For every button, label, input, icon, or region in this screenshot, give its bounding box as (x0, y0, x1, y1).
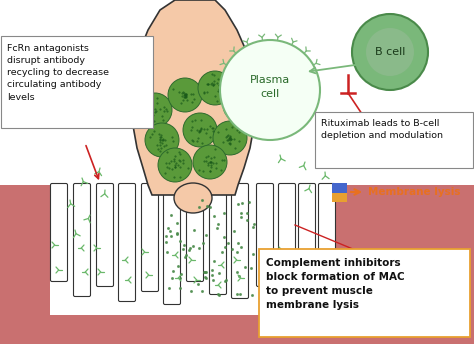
Text: Complement inhibitors
block formation of MAC
to prevent muscle
membrane lysis: Complement inhibitors block formation of… (266, 258, 405, 310)
Circle shape (352, 14, 428, 90)
FancyBboxPatch shape (73, 183, 91, 297)
Ellipse shape (174, 183, 212, 213)
FancyBboxPatch shape (231, 183, 248, 299)
FancyBboxPatch shape (164, 183, 181, 304)
Text: FcRn antagonists
disrupt antibody
recycling to decrease
circulating antibody
lev: FcRn antagonists disrupt antibody recycl… (7, 44, 109, 101)
Text: B cell: B cell (375, 47, 405, 57)
FancyBboxPatch shape (332, 183, 347, 193)
Circle shape (366, 28, 414, 76)
Circle shape (193, 145, 227, 179)
FancyBboxPatch shape (118, 183, 136, 301)
FancyBboxPatch shape (279, 183, 295, 281)
FancyBboxPatch shape (332, 193, 347, 202)
Circle shape (198, 71, 232, 105)
FancyBboxPatch shape (315, 112, 473, 168)
Circle shape (158, 148, 192, 182)
FancyBboxPatch shape (319, 183, 336, 271)
Text: Plasma
cell: Plasma cell (250, 75, 290, 99)
FancyBboxPatch shape (186, 183, 203, 281)
Circle shape (223, 88, 257, 122)
FancyBboxPatch shape (256, 183, 273, 287)
FancyBboxPatch shape (259, 249, 470, 337)
Circle shape (168, 78, 202, 112)
FancyBboxPatch shape (97, 183, 113, 287)
FancyBboxPatch shape (51, 183, 67, 281)
Polygon shape (132, 0, 255, 195)
Circle shape (183, 113, 217, 147)
Circle shape (138, 93, 172, 127)
FancyBboxPatch shape (1, 36, 153, 128)
FancyBboxPatch shape (142, 183, 158, 291)
FancyBboxPatch shape (210, 183, 227, 294)
Bar (50, 185, 335, 315)
Text: Rituximab leads to B-cell
depletion and modulation: Rituximab leads to B-cell depletion and … (321, 119, 443, 140)
Circle shape (220, 40, 320, 140)
FancyBboxPatch shape (299, 183, 316, 294)
Text: Membrane lysis: Membrane lysis (368, 187, 461, 197)
Circle shape (213, 121, 247, 155)
Bar (0, 185, 474, 344)
Circle shape (145, 123, 179, 157)
